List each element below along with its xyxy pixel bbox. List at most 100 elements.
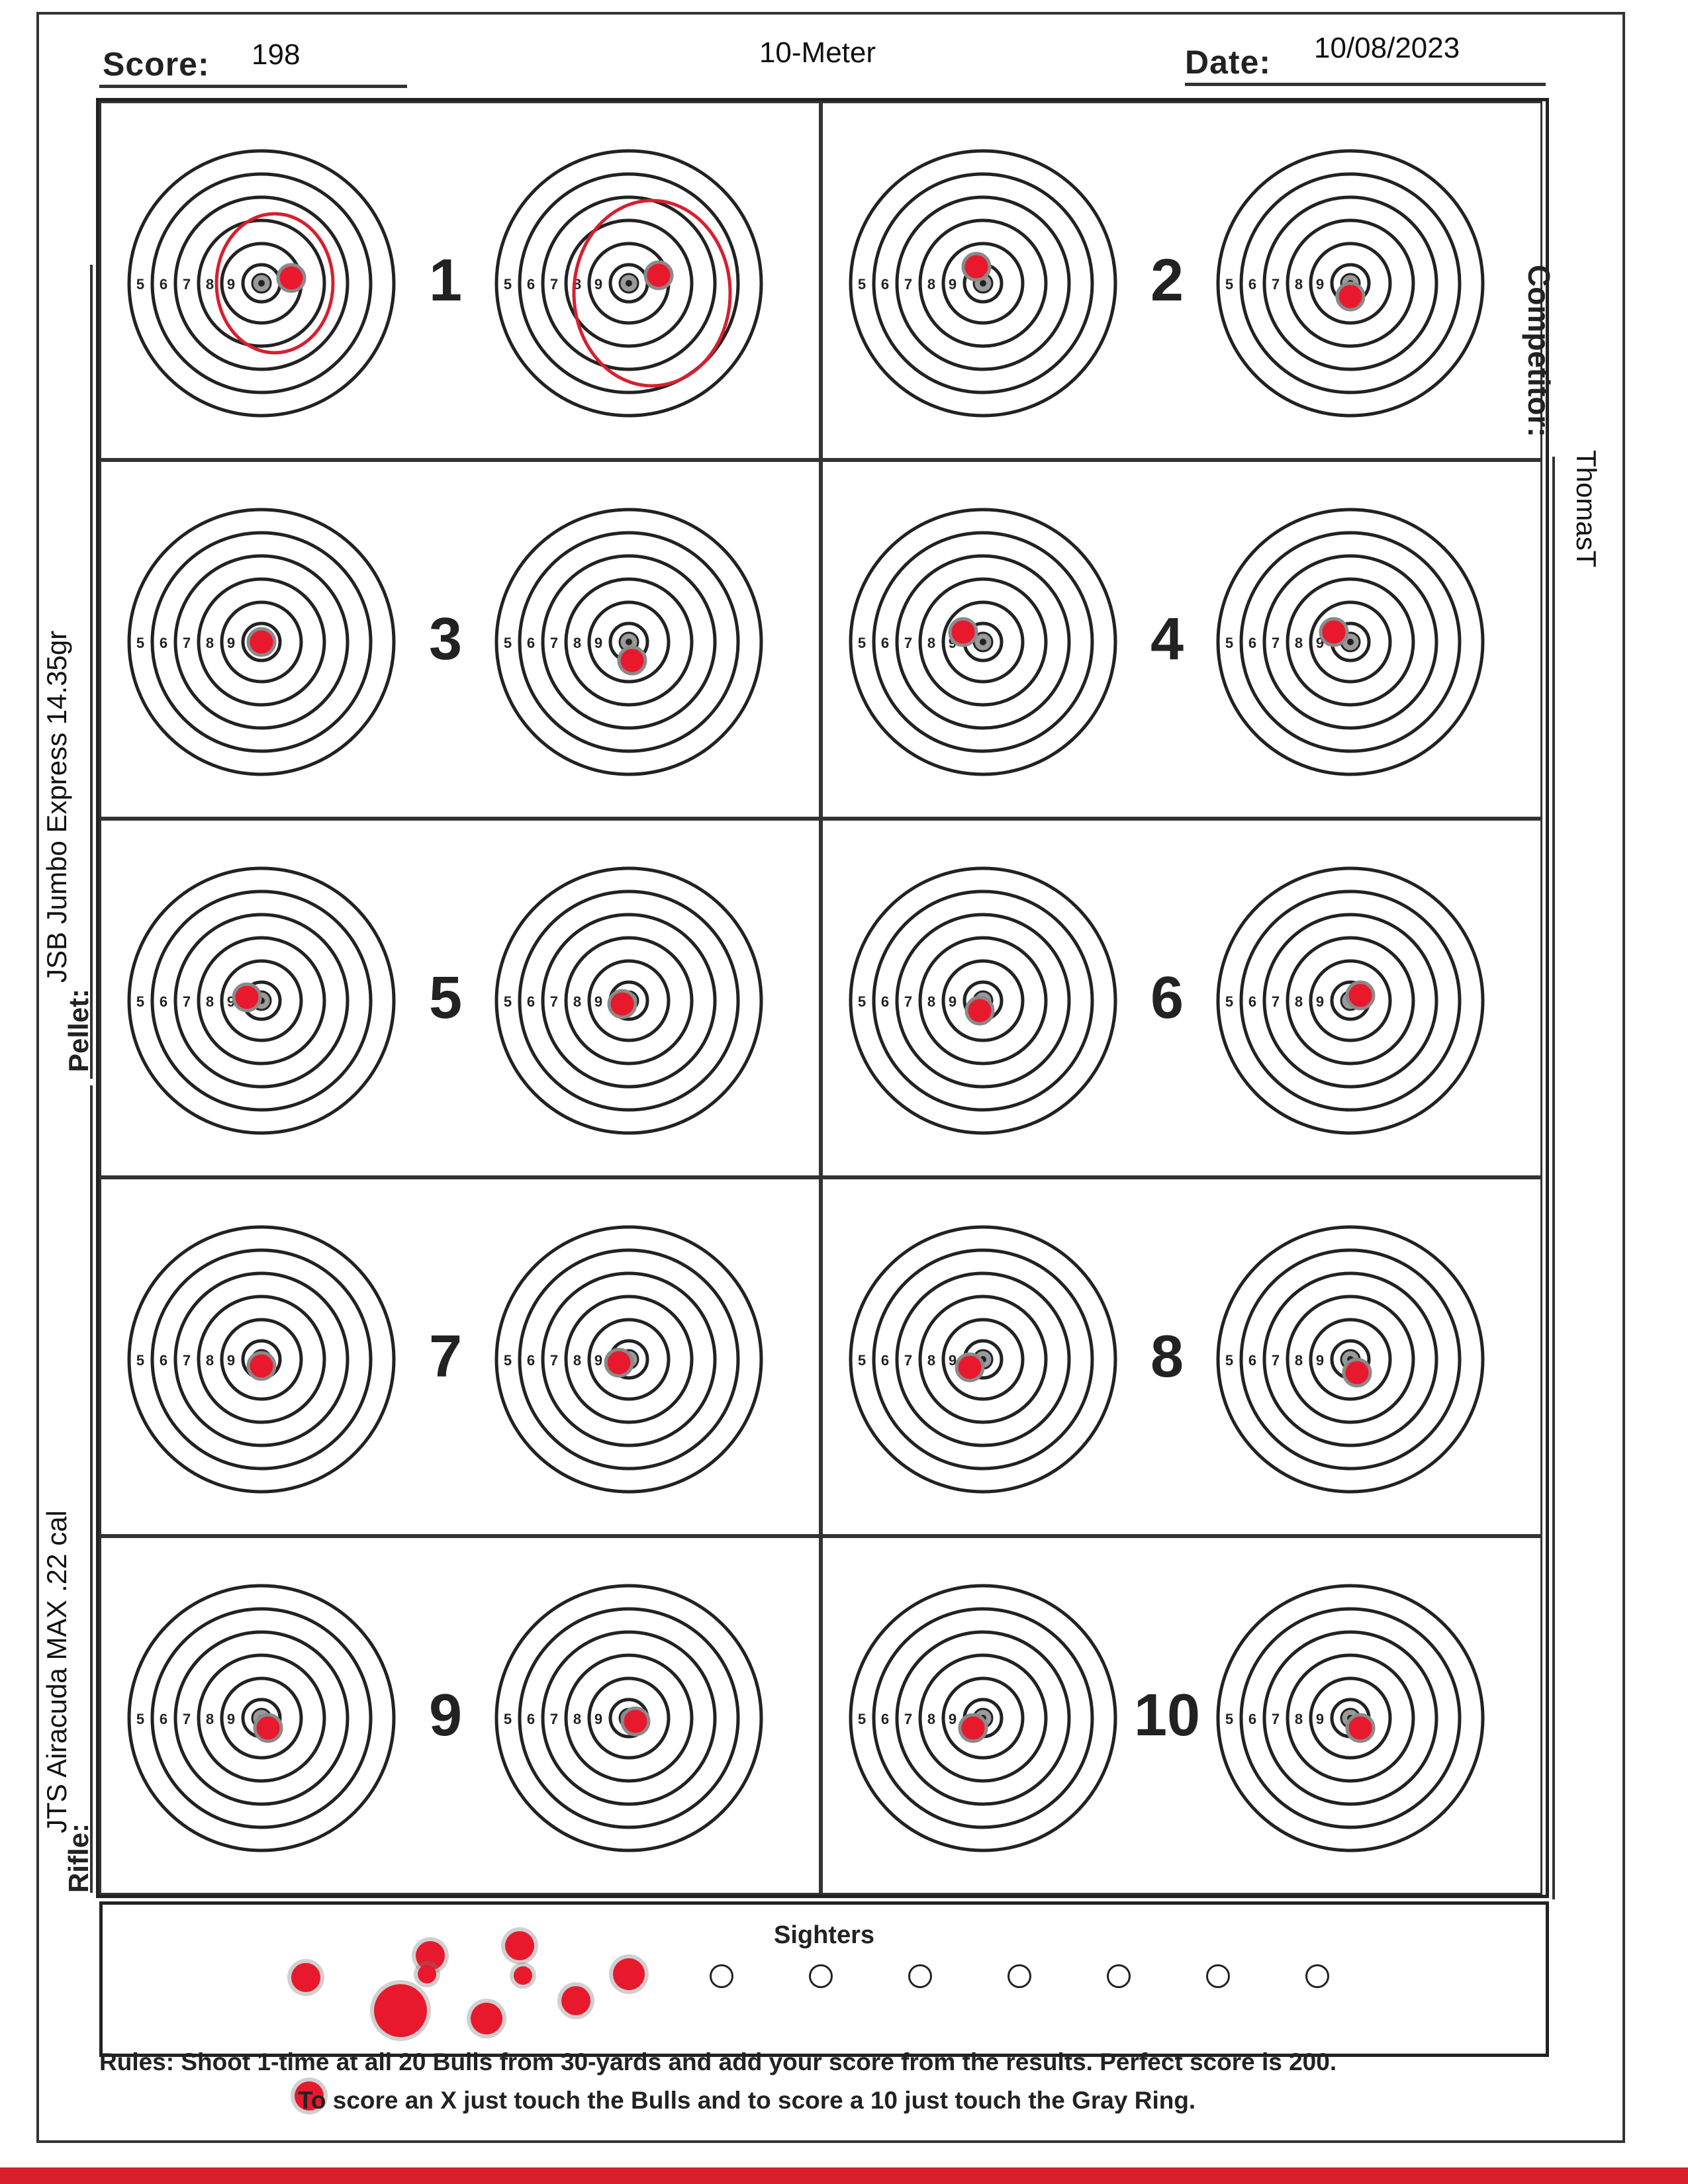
- ring-label: 8: [206, 993, 214, 1010]
- ring-label: 8: [573, 993, 581, 1010]
- ring-label: 8: [573, 1711, 581, 1727]
- target-ring: [197, 218, 326, 348]
- target-ring: [849, 508, 1117, 776]
- ring-label: 8: [1295, 1352, 1303, 1369]
- bull-cell-8: [821, 1177, 1542, 1536]
- ring-label: 6: [527, 993, 535, 1010]
- target-ring: [150, 172, 373, 394]
- target-ring: [1309, 959, 1392, 1042]
- ring-label: 7: [1272, 1352, 1280, 1369]
- ring-label: 8: [927, 635, 935, 651]
- ring-label: 8: [927, 1352, 935, 1369]
- ring-label: 9: [949, 1352, 957, 1369]
- bull-number: 1: [428, 248, 463, 314]
- target-ring: [1262, 913, 1438, 1089]
- target-ring: [849, 1225, 1117, 1494]
- ring-label: 5: [504, 993, 512, 1010]
- shot-hole: [276, 263, 306, 293]
- ring-label: 7: [1272, 993, 1280, 1010]
- ring-label: 6: [1248, 276, 1256, 293]
- shot-hole: [617, 645, 647, 676]
- target-ring: [1262, 1271, 1438, 1447]
- ring-label: 8: [927, 276, 935, 293]
- bull-cell-5: [99, 819, 821, 1177]
- bulls-eye: [980, 639, 986, 645]
- ring-label: 9: [227, 1352, 235, 1369]
- target-ring: [127, 149, 396, 418]
- bull-cell-4: [821, 460, 1542, 819]
- target-ring: [127, 866, 396, 1135]
- target-ring: [1239, 531, 1462, 753]
- target-ring: [1216, 1225, 1485, 1494]
- ring-label: 5: [136, 1352, 144, 1369]
- target-ring: [518, 889, 740, 1112]
- target-ring: [1309, 242, 1392, 325]
- shot-hole: [246, 627, 277, 657]
- target-ring: [220, 600, 303, 684]
- target-ring: [941, 959, 1025, 1042]
- score-underline: [99, 85, 407, 88]
- sighters-box: Sighters: [99, 1901, 1549, 2057]
- target-ring: [564, 218, 694, 348]
- bull-number: 8: [1150, 1324, 1184, 1390]
- target-ring: [150, 1248, 373, 1471]
- ring-label: 5: [1225, 635, 1233, 651]
- ring-label: 6: [527, 1352, 535, 1369]
- competitor-line: [1552, 457, 1555, 1899]
- score-label: Score:: [103, 46, 210, 83]
- sheet-title: 10-Meter: [759, 36, 876, 69]
- bulls-eye: [626, 639, 632, 645]
- ring-label: 8: [206, 635, 214, 651]
- pellet-line: [90, 265, 93, 1079]
- ring-label: 9: [594, 635, 602, 651]
- target-ring: [849, 149, 1117, 418]
- target-ring: [518, 172, 740, 394]
- target-ring: [895, 554, 1071, 730]
- target-ring: [1216, 149, 1485, 418]
- ring-label: 9: [594, 1352, 602, 1369]
- target-ring: [1309, 1676, 1392, 1760]
- ring-label: 5: [136, 635, 144, 651]
- target-ring: [895, 1271, 1071, 1447]
- bull-cell-10: [821, 1536, 1542, 1895]
- target-ring: [872, 1248, 1094, 1471]
- shot-hole: [253, 1713, 283, 1743]
- ring-label: 9: [949, 993, 957, 1010]
- shot-hole: [1345, 980, 1376, 1011]
- shot-hole: [1345, 1713, 1376, 1743]
- ring-label: 6: [881, 635, 889, 651]
- target-ring: [849, 1584, 1117, 1852]
- target-ring: [1239, 1248, 1462, 1471]
- ring-label: 9: [227, 276, 235, 293]
- ring-label: 7: [904, 993, 912, 1010]
- ring-label: 5: [858, 993, 866, 1010]
- ring-label: 5: [1225, 1711, 1233, 1727]
- ring-label: 9: [227, 635, 235, 651]
- ring-label: 9: [1316, 1711, 1324, 1727]
- target-ring: [541, 913, 717, 1089]
- target-ring: [220, 959, 303, 1042]
- ring-label: 9: [949, 276, 957, 293]
- target-ring: [895, 1630, 1071, 1806]
- pellet-label: Pellet:: [63, 988, 94, 1072]
- ring-label: 9: [1316, 276, 1324, 293]
- date-label: Date:: [1185, 44, 1272, 81]
- ring-label: 9: [594, 276, 602, 293]
- ring-label: 6: [160, 1711, 167, 1727]
- bottom-red-strip: [0, 2167, 1688, 2184]
- sighter-circle: [1107, 1964, 1131, 1988]
- ring-label: 8: [927, 993, 935, 1010]
- ring-label: 7: [904, 635, 912, 651]
- target-ring: [918, 936, 1048, 1066]
- ring-label: 6: [1248, 1352, 1256, 1369]
- ring-label: 5: [136, 1711, 144, 1727]
